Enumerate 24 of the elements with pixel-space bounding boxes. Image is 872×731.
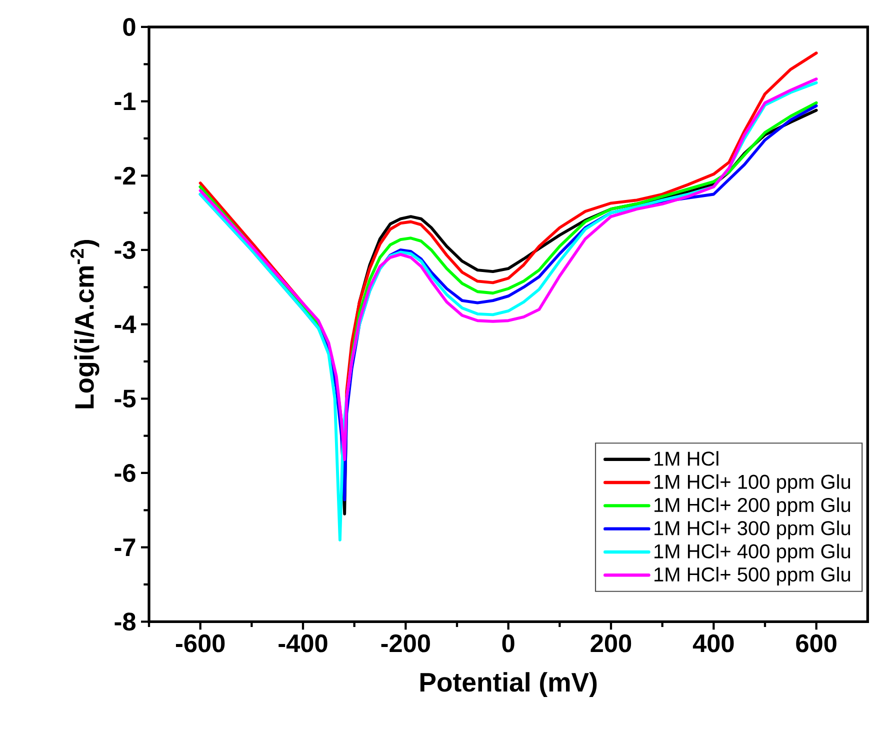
x-tick-label: 600 (796, 634, 836, 652)
y-tick-label: -7 (114, 538, 136, 556)
y-tick-label: -2 (114, 166, 136, 185)
y-tick-label: -3 (114, 241, 136, 260)
y-tick-label: -4 (114, 316, 136, 334)
x-tick-label: 400 (692, 634, 734, 652)
y-tick-label: -6 (114, 464, 136, 482)
legend-label: 1M HCl+ 100 ppm Glu (654, 474, 850, 494)
y-tick-label: 0 (123, 18, 136, 36)
y-axis-title: Logi(i/A.cm$^{-2}$) (70, 240, 100, 408)
legend-label: 1M HCl (654, 451, 718, 466)
x-tick-label: 0 (502, 634, 514, 652)
x-axis-title: Potential (mV) (420, 672, 597, 698)
legend-label: 1M HCl+ 300 ppm Glu (654, 520, 850, 540)
legend-label: 1M HCl+ 500 ppm Glu (654, 567, 850, 586)
legend-label: 1M HCl+ 400 ppm Glu (654, 544, 850, 563)
x-tick-label: 200 (590, 634, 632, 652)
x-tick-label: -400 (278, 634, 328, 652)
x-tick-label: -600 (176, 634, 225, 652)
legend-label: 1M HCl+ 200 ppm Glu (654, 498, 850, 516)
x-tick-label: -200 (381, 634, 430, 652)
y-tick-label: -5 (114, 390, 136, 408)
y-tick-label: -8 (114, 612, 136, 631)
y-tick-label: -1 (114, 92, 136, 110)
